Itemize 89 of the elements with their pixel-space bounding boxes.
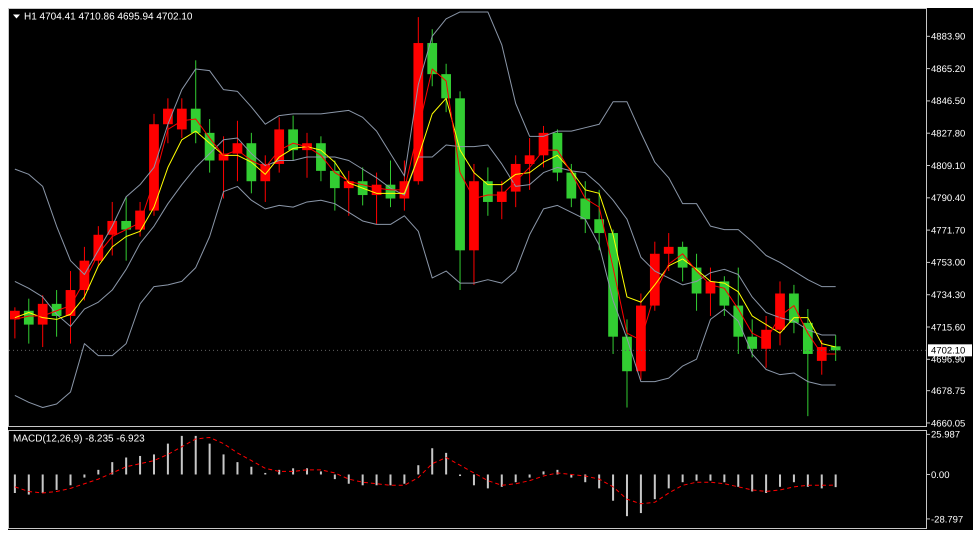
- y-tick-label: 4660.05: [931, 418, 966, 430]
- bar: [42, 474, 44, 494]
- candlestick: [524, 138, 534, 190]
- candlestick: [747, 318, 758, 358]
- bar: [709, 474, 712, 481]
- bar: [765, 474, 768, 494]
- bar: [820, 474, 823, 488]
- bar: [222, 454, 225, 474]
- bar: [640, 474, 642, 514]
- bar: [654, 474, 656, 500]
- candlestick: [538, 125, 548, 168]
- candlestick: [288, 115, 298, 161]
- bar: [806, 474, 809, 487]
- candlestick: [330, 160, 340, 212]
- bar: [389, 474, 392, 486]
- bar: [626, 474, 628, 516]
- candlestick: [176, 98, 187, 139]
- bar: [28, 474, 30, 495]
- candlestick: [163, 98, 173, 144]
- y-tick-label: 4753.00: [931, 258, 966, 269]
- bar: [431, 448, 434, 474]
- y-tick-label: 4678.75: [931, 386, 966, 397]
- bar: [779, 474, 782, 487]
- y-tick-label: 4696.90: [931, 354, 966, 366]
- y-tick-label: 4827.80: [931, 128, 966, 140]
- bar: [306, 468, 308, 474]
- bar: [56, 474, 58, 490]
- bar: [472, 474, 475, 486]
- bar: [83, 474, 86, 478]
- y-tick-label: -28.797: [931, 514, 964, 526]
- bar: [598, 474, 600, 488]
- bar: [180, 436, 183, 474]
- bar: [682, 474, 684, 482]
- bar: [723, 474, 726, 482]
- bar: [612, 474, 614, 501]
- line-series: [14, 186, 836, 408]
- bar: [737, 474, 740, 487]
- candlestick: [594, 189, 604, 251]
- bar: [250, 466, 252, 474]
- bar: [542, 471, 545, 474]
- ref-line-label: 4702.10: [931, 346, 966, 357]
- candlestick: [706, 267, 716, 316]
- bar: [194, 436, 197, 474]
- bar: [139, 456, 142, 474]
- bar: [528, 474, 531, 478]
- y-tick-label: 4883.90: [931, 32, 966, 43]
- candlestick: [830, 334, 841, 362]
- bar: [125, 458, 128, 474]
- line-series: [14, 138, 836, 336]
- candlestick: [664, 232, 674, 272]
- line-series: [14, 11, 836, 288]
- y-tick-label: 4865.20: [931, 64, 966, 75]
- bar: [376, 474, 378, 486]
- bar: [751, 474, 754, 492]
- bar: [834, 474, 837, 488]
- y-tick-label: 4771.70: [931, 225, 966, 236]
- bar: [417, 465, 420, 474]
- bar: [348, 474, 350, 484]
- bar: [320, 471, 322, 474]
- candlestick: [232, 120, 242, 182]
- y-tick-label: 4846.50: [931, 96, 966, 108]
- bar: [236, 462, 238, 474]
- bar: [486, 474, 489, 488]
- bar: [292, 468, 294, 474]
- bar: [334, 474, 336, 480]
- bar: [696, 474, 698, 481]
- candlestick: [580, 180, 590, 234]
- bar: [514, 474, 517, 482]
- bar: [111, 462, 114, 474]
- y-tick-label: 4715.60: [931, 322, 966, 334]
- bar: [403, 474, 406, 484]
- chart-title: H1 4704.41 4710.86 4695.94 4702.10: [24, 12, 193, 22]
- y-tick-label: 4734.30: [931, 290, 966, 302]
- bar: [362, 474, 364, 486]
- bar: [152, 454, 155, 474]
- y-tick-label: 25.987: [931, 430, 960, 441]
- y-tick-label: 0.00: [931, 470, 950, 481]
- chart-title: MACD(12,26,9) -8.235 -6.923: [13, 434, 146, 444]
- bar: [97, 470, 100, 474]
- bar: [445, 452, 448, 474]
- bar: [14, 474, 16, 494]
- y-tick-label: 4790.40: [931, 193, 966, 204]
- bar: [792, 474, 795, 482]
- y-tick-label: 4809.10: [931, 160, 966, 172]
- bar: [166, 444, 169, 474]
- bar: [208, 444, 211, 474]
- bar: [70, 474, 72, 486]
- bar: [668, 474, 670, 488]
- bar: [500, 474, 503, 487]
